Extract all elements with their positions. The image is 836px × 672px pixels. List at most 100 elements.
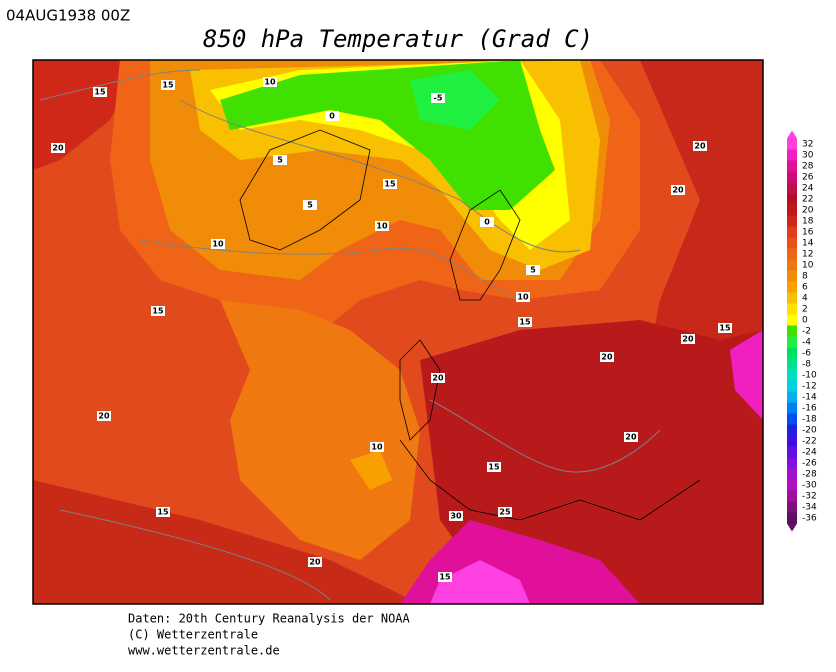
contour-label-bg <box>681 334 695 344</box>
colorbar-label: -28 <box>802 470 817 480</box>
colorbar-swatch <box>787 204 797 216</box>
contour-label: 20 <box>625 433 637 442</box>
contour-label-bg <box>624 432 638 442</box>
contour-label-bg <box>431 373 445 383</box>
contour-label-bg <box>487 462 501 472</box>
colorbar-label: -26 <box>802 459 817 469</box>
contour-label-bg <box>303 200 317 210</box>
colorbar-swatch <box>787 193 797 205</box>
colorbar-label: 10 <box>802 261 814 271</box>
colorbar-label: 16 <box>802 228 814 238</box>
colorbar-swatch <box>787 237 797 249</box>
colorbar-label: -8 <box>802 360 811 370</box>
contour-label-bg <box>383 179 397 189</box>
date-label: 04AUG1938 00Z <box>6 7 130 25</box>
contour-label-bg <box>449 511 463 521</box>
contour-label: 0 <box>329 112 335 121</box>
contour-label-bg <box>151 306 165 316</box>
colorbar-label: -20 <box>802 426 817 436</box>
contour-label-bg <box>161 80 175 90</box>
contour-label: 10 <box>376 222 388 231</box>
contour-label-bg <box>431 93 445 103</box>
colorbar-label: 14 <box>802 239 814 249</box>
contour-label: 5 <box>277 156 283 165</box>
contour-label: -5 <box>434 94 443 103</box>
colorbar-label: -32 <box>802 492 817 502</box>
colorbar-swatch <box>787 468 797 480</box>
colorbar-label: 24 <box>802 184 814 194</box>
colorbar-swatch <box>787 336 797 348</box>
colorbar-swatch <box>787 171 797 183</box>
colorbar-swatch <box>787 435 797 447</box>
contour-label: 20 <box>52 144 64 153</box>
contour-label-bg <box>375 221 389 231</box>
colorbar-swatch <box>787 413 797 425</box>
contour-label-bg <box>693 141 707 151</box>
colorbar-label: 30 <box>802 151 814 161</box>
colorbar-label: -36 <box>802 514 817 524</box>
map: 15 15 20 10 0 -5 5 5 10 10 15 15 0 5 10 15 20 20 20 20 20 15 1… <box>33 60 763 604</box>
colorbar-swatch <box>787 292 797 304</box>
colorbar-swatch <box>787 248 797 260</box>
contour-label: 10 <box>264 78 276 87</box>
contour-label: 10 <box>517 293 529 302</box>
colorbar-label: 6 <box>802 283 808 293</box>
colorbar-swatch <box>787 182 797 194</box>
colorbar-swatch <box>787 457 797 469</box>
colorbar-label: 20 <box>802 206 814 216</box>
contour-label-bg <box>308 557 322 567</box>
colorbar-swatch <box>787 512 797 524</box>
colorbar-label: 8 <box>802 272 808 282</box>
contour-label-bg <box>518 317 532 327</box>
contour-label-bg <box>498 507 512 517</box>
colorbar-swatch <box>787 303 797 315</box>
colorbar-label: 4 <box>802 294 808 304</box>
colorbar-label: -14 <box>802 393 817 403</box>
contour-label-bg <box>156 507 170 517</box>
colorbar-label: -6 <box>802 349 811 359</box>
contour-label: 15 <box>94 88 106 97</box>
contour-label-bg <box>211 239 225 249</box>
colorbar-arrow-top <box>787 130 797 139</box>
colorbar-swatch <box>787 270 797 282</box>
contour-label-bg <box>273 155 287 165</box>
colorbar-swatch <box>787 501 797 513</box>
colorbar-swatch <box>787 138 797 150</box>
colorbar-label: -4 <box>802 338 811 348</box>
colorbar-label: -22 <box>802 437 817 447</box>
contour-label: 10 <box>371 443 383 452</box>
colorbar-arrow-bottom <box>787 523 797 532</box>
colorbar-label: -10 <box>802 371 817 381</box>
colorbar-label: -30 <box>802 481 817 491</box>
contour-label: 0 <box>484 218 490 227</box>
contour-label: 20 <box>682 335 694 344</box>
colorbar-swatch <box>787 369 797 381</box>
colorbar-swatch <box>787 160 797 172</box>
colorbar-label: 2 <box>802 305 808 315</box>
colorbar-swatch <box>787 446 797 458</box>
contour-label: 15 <box>157 508 169 517</box>
footer-line: (C) Wetterzentrale <box>128 628 258 642</box>
contour-label: 20 <box>672 186 684 195</box>
colorbar-label: -2 <box>802 327 811 337</box>
contour-label: 5 <box>307 201 313 210</box>
colorbar-label: -18 <box>802 415 817 425</box>
contour-label: 15 <box>439 573 451 582</box>
contour-label: 15 <box>384 180 396 189</box>
colorbar-swatch <box>787 490 797 502</box>
colorbar-swatch <box>787 149 797 161</box>
colorbar-label: 26 <box>802 173 814 183</box>
colorbar-swatch <box>787 479 797 491</box>
colorbar-swatch <box>787 314 797 326</box>
colorbar-swatch <box>787 380 797 392</box>
colorbar-swatch <box>787 347 797 359</box>
contour-label: 5 <box>530 266 536 275</box>
map-frame <box>32 59 764 605</box>
contour-label: 15 <box>152 307 164 316</box>
contour-label: 10 <box>212 240 224 249</box>
colorbar-swatch <box>787 391 797 403</box>
contour-label-bg <box>600 352 614 362</box>
contour-label-bg <box>93 87 107 97</box>
colorbar-label: -16 <box>802 404 817 414</box>
